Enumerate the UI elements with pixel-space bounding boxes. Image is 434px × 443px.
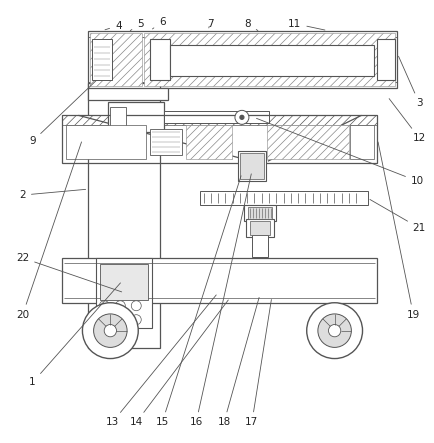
- Text: 9: 9: [29, 80, 96, 146]
- Bar: [62, 115, 377, 125]
- Circle shape: [115, 315, 125, 325]
- Bar: [144, 33, 395, 86]
- Text: 4: 4: [105, 21, 122, 31]
- Text: 2: 2: [19, 189, 85, 200]
- Bar: [266, 125, 348, 159]
- Circle shape: [115, 301, 125, 311]
- Text: 11: 11: [287, 19, 324, 30]
- Bar: [62, 115, 377, 163]
- Text: 6: 6: [152, 17, 165, 29]
- Bar: [110, 107, 126, 127]
- Circle shape: [328, 325, 340, 337]
- Text: 10: 10: [256, 118, 423, 186]
- Text: 3: 3: [398, 56, 422, 109]
- Text: 7: 7: [206, 19, 213, 29]
- Text: 15: 15: [155, 176, 240, 427]
- Text: 8: 8: [244, 19, 257, 31]
- Bar: [245, 219, 273, 237]
- Circle shape: [104, 325, 116, 337]
- Circle shape: [317, 314, 351, 347]
- Text: 5: 5: [130, 19, 143, 31]
- Text: 14: 14: [129, 300, 228, 427]
- Circle shape: [99, 301, 109, 311]
- Bar: [96, 258, 152, 328]
- Text: 20: 20: [16, 142, 81, 320]
- Circle shape: [99, 315, 109, 325]
- Bar: [251, 235, 267, 257]
- Circle shape: [306, 303, 362, 358]
- Bar: [62, 258, 377, 303]
- Text: 13: 13: [105, 295, 216, 427]
- Bar: [88, 89, 168, 101]
- Bar: [240, 153, 263, 179]
- Bar: [92, 39, 112, 81]
- Bar: [200, 191, 367, 205]
- Bar: [88, 31, 397, 89]
- Circle shape: [131, 315, 141, 325]
- Text: 16: 16: [189, 174, 251, 427]
- Text: 18: 18: [217, 297, 259, 427]
- Bar: [90, 33, 142, 86]
- Text: 22: 22: [16, 253, 122, 292]
- Bar: [249, 221, 269, 235]
- Bar: [243, 205, 275, 221]
- Bar: [164, 111, 268, 123]
- Bar: [108, 102, 164, 132]
- Text: 19: 19: [377, 142, 419, 320]
- Text: 12: 12: [388, 99, 425, 143]
- Bar: [150, 129, 182, 155]
- Bar: [100, 264, 148, 300]
- Circle shape: [234, 110, 248, 124]
- Bar: [170, 45, 373, 77]
- Circle shape: [240, 115, 243, 119]
- Bar: [186, 125, 231, 159]
- Bar: [150, 39, 170, 81]
- Bar: [66, 125, 146, 159]
- Text: 21: 21: [369, 199, 425, 233]
- Bar: [349, 125, 373, 159]
- Bar: [88, 83, 160, 348]
- Circle shape: [93, 314, 127, 347]
- Bar: [247, 207, 271, 219]
- Bar: [237, 151, 265, 181]
- Circle shape: [82, 303, 138, 358]
- Bar: [377, 39, 395, 81]
- Text: 17: 17: [245, 299, 271, 427]
- Text: 1: 1: [29, 283, 120, 388]
- Circle shape: [131, 301, 141, 311]
